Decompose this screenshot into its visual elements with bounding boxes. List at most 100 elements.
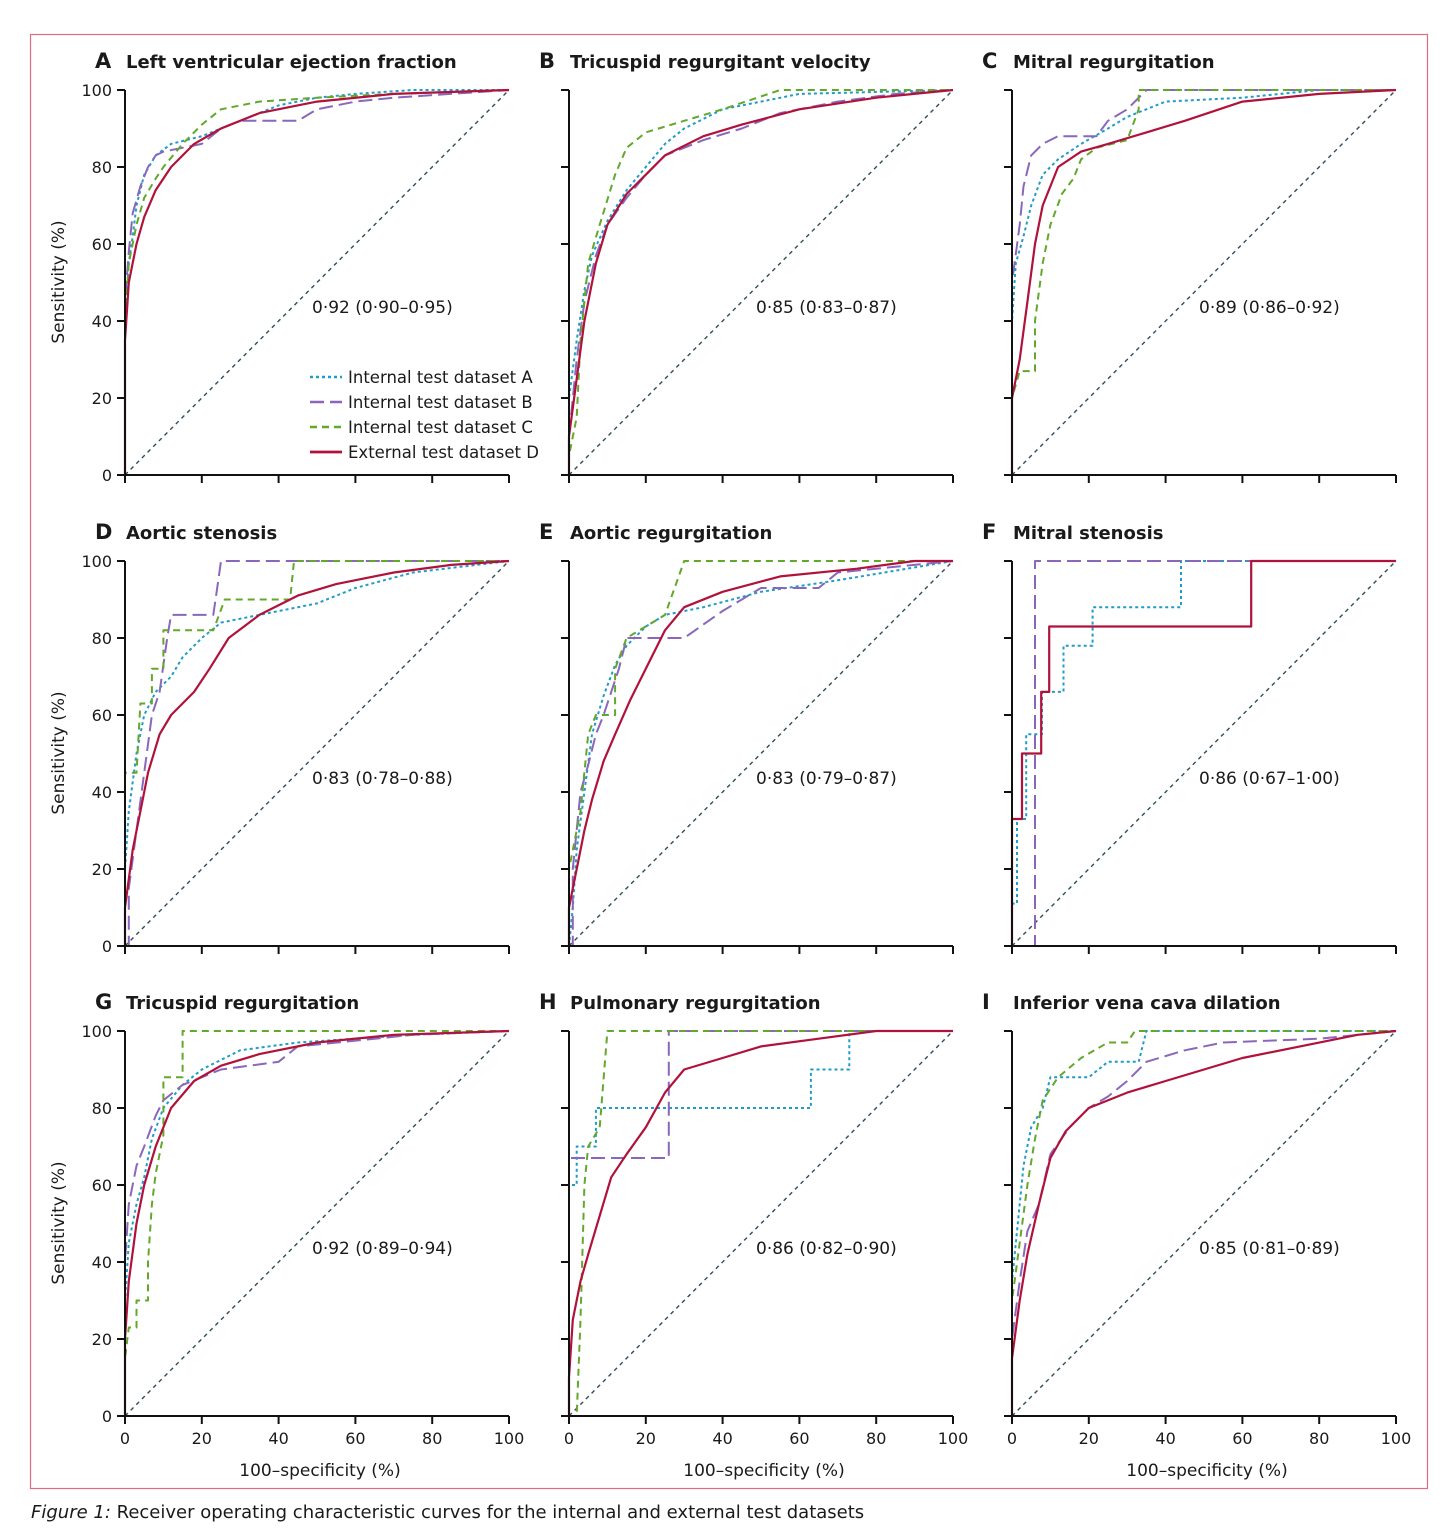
y-tick-label: 100 <box>81 81 112 100</box>
caption-text: Receiver operating characteristic curves… <box>116 1502 865 1523</box>
auc-label: 0·85 (0·83–0·87) <box>756 298 897 318</box>
y-tick-label: 20 <box>92 389 112 408</box>
legend-entry: Internal test dataset B <box>348 393 533 412</box>
panel-letter: B <box>539 49 555 73</box>
x-tick-label: 80 <box>866 1429 886 1448</box>
y-tick-label: 100 <box>81 1022 112 1041</box>
y-axis-title: Sensitivity (%) <box>49 220 69 343</box>
roc-curve-d <box>567 559 953 946</box>
roc-curve-c <box>568 560 953 946</box>
roc-curve-d <box>1010 1029 1397 1416</box>
legend-entry: External test dataset D <box>348 443 539 462</box>
chance-diagonal <box>1011 1030 1397 1417</box>
x-tick-label: 20 <box>1079 1429 1099 1448</box>
y-tick-label: 60 <box>92 706 112 725</box>
auc-label: 0·92 (0·90–0·95) <box>312 298 453 318</box>
x-tick-label: 40 <box>1155 1429 1175 1448</box>
roc-curve-a <box>1011 1030 1396 1416</box>
roc-curve-a <box>124 560 510 946</box>
auc-label: 0·89 (0·86–0·92) <box>1199 298 1340 318</box>
chance-diagonal <box>1011 560 1397 947</box>
panel-title: Tricuspid regurgitation <box>126 993 359 1014</box>
x-axis-title: 100–specificity (%) <box>683 1461 844 1481</box>
caption-label: Figure 1: <box>31 1502 111 1523</box>
x-tick-label: 80 <box>422 1429 442 1448</box>
figure-border <box>29 33 1429 1490</box>
y-tick-label: 40 <box>92 783 112 802</box>
y-tick-label: 80 <box>92 158 112 177</box>
chance-diagonal <box>1011 89 1397 476</box>
x-tick-label: 0 <box>1007 1429 1017 1448</box>
panel-title: Aortic regurgitation <box>570 523 772 544</box>
panel-letter: H <box>539 990 557 1014</box>
roc-curve-c <box>1011 89 1396 475</box>
x-tick-label: 40 <box>712 1429 732 1448</box>
y-axis-title: Sensitivity (%) <box>49 691 69 814</box>
panel-title: Aortic stenosis <box>126 523 277 544</box>
y-tick-label: 80 <box>92 1099 112 1118</box>
roc-curve-a <box>568 1030 953 1416</box>
y-axis-title: Sensitivity (%) <box>49 1161 69 1284</box>
roc-curve-b <box>125 560 509 947</box>
x-tick-label: 0 <box>564 1429 574 1448</box>
panel-title: Left ventricular ejection fraction <box>126 52 457 73</box>
auc-label: 0·86 (0·67–1·00) <box>1199 769 1340 789</box>
panel-title: Pulmonary regurgitation <box>570 993 821 1014</box>
roc-curve-a <box>124 89 509 475</box>
roc-curve-d <box>123 559 510 946</box>
y-tick-label: 0 <box>102 937 112 956</box>
x-tick-label: 0 <box>120 1429 130 1448</box>
panel-title: Mitral stenosis <box>1013 523 1163 544</box>
auc-label: 0·85 (0·81–0·89) <box>1199 1239 1340 1259</box>
roc-curve-c <box>569 1030 953 1417</box>
roc-curve-a <box>1011 89 1396 475</box>
panel-letter: I <box>982 990 990 1014</box>
legend-entry: Internal test dataset A <box>348 368 533 387</box>
roc-curve-c <box>124 1030 509 1416</box>
chance-diagonal <box>568 560 954 947</box>
roc-curve-d <box>123 88 510 475</box>
roc-curve-b <box>569 560 954 947</box>
auc-label: 0·83 (0·78–0·88) <box>312 769 453 789</box>
x-tick-label: 60 <box>789 1429 809 1448</box>
chance-diagonal <box>568 1030 954 1417</box>
x-tick-label: 100 <box>494 1429 525 1448</box>
x-tick-label: 40 <box>268 1429 288 1448</box>
panel-b: B Tricuspid regurgitant velocity 0·85 (0·8… <box>539 49 954 483</box>
y-tick-label: 100 <box>81 552 112 571</box>
y-tick-label: 60 <box>92 235 112 254</box>
panel-letter: A <box>95 49 112 73</box>
roc-curve-b <box>124 89 510 475</box>
x-tick-label: 60 <box>1232 1429 1252 1448</box>
roc-curve-d <box>1010 559 1396 946</box>
roc-curve-d <box>567 1029 953 1416</box>
roc-curve-d <box>123 1029 510 1416</box>
panel-e: E Aortic regurgitation 0·83 (0·79–0·87) <box>539 520 954 954</box>
panel-title: Tricuspid regurgitant velocity <box>570 52 871 73</box>
panel-letter: C <box>982 49 997 73</box>
chance-diagonal <box>124 560 510 947</box>
auc-label: 0·86 (0·82–0·90) <box>756 1239 897 1259</box>
panel-c: C Mitral regurgitation 0·89 (0·86–0·92) <box>982 49 1397 483</box>
y-tick-label: 0 <box>102 466 112 485</box>
panel-f: F Mitral stenosis 0·86 (0·67–1·00) <box>982 520 1397 954</box>
y-tick-label: 40 <box>92 312 112 331</box>
panel-title: Mitral regurgitation <box>1013 52 1215 73</box>
panel-i: I Inferior vena cava dilation 0 20 40 60 80 100… <box>982 990 1411 1481</box>
figure-caption: Figure 1: Receiver operating characteris… <box>31 1502 864 1523</box>
auc-label: 0·83 (0·79–0·87) <box>756 769 897 789</box>
x-tick-label: 80 <box>1309 1429 1329 1448</box>
roc-curve-d <box>567 88 954 475</box>
x-tick-label: 60 <box>345 1429 365 1448</box>
roc-curve-c <box>568 89 953 475</box>
panel-a: A Left ventricular ejection fraction 0 20 40… <box>49 49 539 485</box>
panel-letter: G <box>95 990 112 1014</box>
y-tick-label: 0 <box>102 1407 112 1426</box>
y-tick-label: 20 <box>92 1330 112 1349</box>
panel-d: D Aortic stenosis 0 20 40 60 80 100 Sensitivity … <box>49 520 510 956</box>
legend: Internal test dataset A Internal test dat… <box>310 368 539 462</box>
panel-letter: E <box>539 520 553 544</box>
x-tick-label: 20 <box>636 1429 656 1448</box>
chance-diagonal <box>124 89 510 476</box>
